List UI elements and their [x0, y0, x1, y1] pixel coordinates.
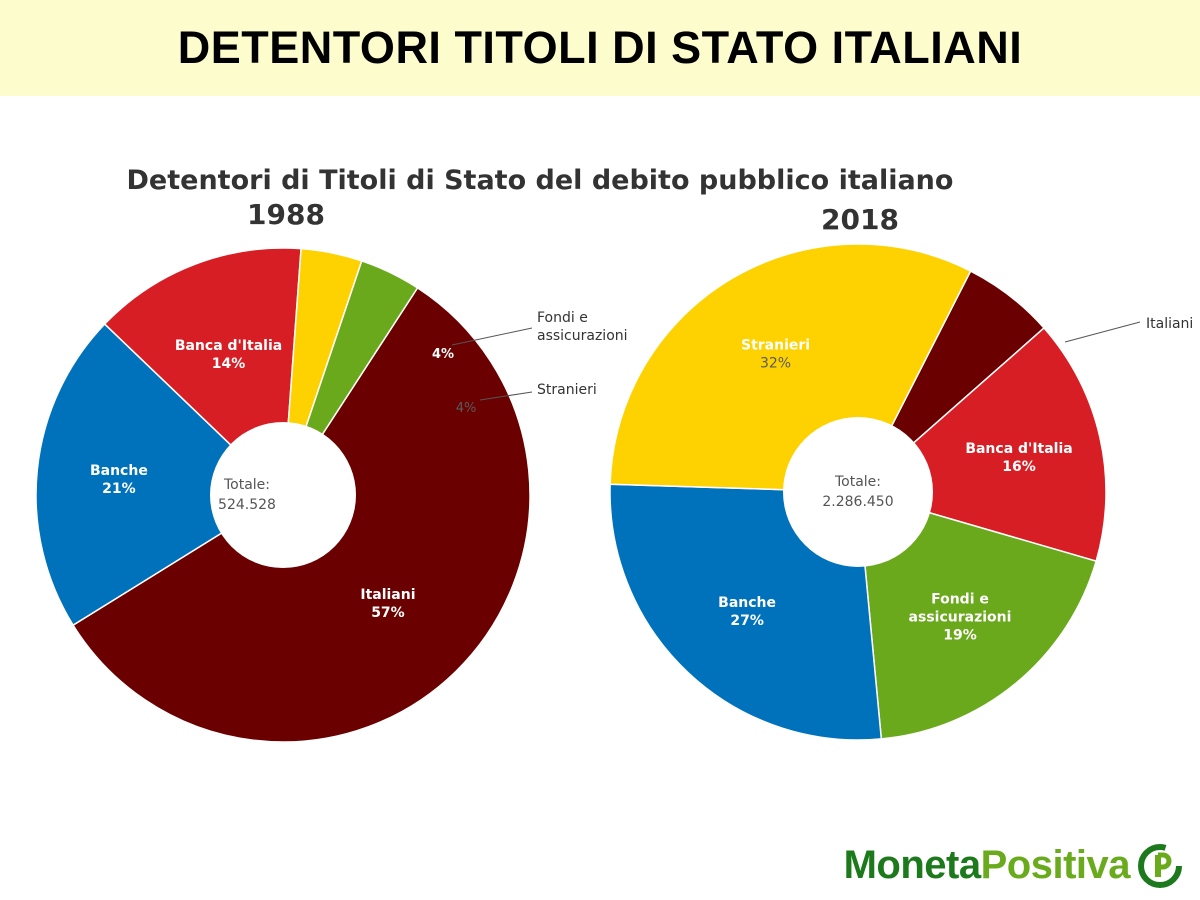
slice-label-1988-italiani: Italiani: [360, 587, 415, 603]
slice-value-1988-italiani: 57%: [371, 605, 405, 621]
header-banner: DETENTORI TITOLI DI STATO ITALIANI: [0, 0, 1200, 96]
callout-line-1988-stranieri: [479, 391, 533, 401]
center-label-2018: Totale:: [834, 474, 881, 490]
callout-label-1988-fondi-e-assicurazioni: Fondi e assicurazioni: [537, 310, 628, 344]
slice-label-2018-banca-d-italia: Banca d'Italia: [965, 441, 1072, 457]
center-value-1988: 524.528: [218, 497, 276, 513]
logo-p-icon: [1138, 843, 1182, 888]
center-label-1988: Totale:: [223, 477, 270, 493]
page-title: DETENTORI TITOLI DI STATO ITALIANI: [177, 22, 1023, 73]
chart-title: Detentori di Titoli di Stato del debito …: [126, 165, 954, 196]
slice-value-1988-banche: 21%: [102, 481, 136, 497]
slice-label-2018-banche: Banche: [718, 595, 776, 611]
slice-label-1988-banca-d-italia: Banca d'Italia: [175, 338, 282, 354]
slice-value-2018-fondi-e-assicurazioni: 19%: [943, 627, 977, 643]
logo-text-positiva: Positiva: [980, 843, 1131, 887]
slice-value-2018-stranieri: 32%: [760, 356, 791, 372]
slice-value-1988-stranieri: 4%: [456, 401, 477, 416]
slice-value-1988-fondi-e-assicurazioni: 4%: [432, 347, 454, 362]
moneta-positiva-logo: Moneta Positiva: [844, 843, 1182, 888]
slice-value-2018-banche: 27%: [730, 613, 764, 629]
chart-subtitle-2018: 2018: [821, 203, 899, 236]
pie-center-hole-2018: [783, 417, 933, 567]
logo-text-moneta: Moneta: [843, 843, 982, 887]
callout-label-1988-stranieri: Stranieri: [537, 382, 597, 398]
slice-label-2018-fondi-e-assicurazioni: Fondi e assicurazioni: [909, 591, 1012, 625]
slice-value-2018-banca-d-italia: 16%: [1002, 459, 1036, 475]
pie-slice-1988-banche: [35, 322, 285, 627]
callout-label-2018-italiani: Italiani: [1146, 316, 1193, 332]
slice-label-1988-banche: Banche: [90, 463, 148, 479]
callout-line-1988-fondi-e-assicurazioni: [451, 327, 533, 346]
slice-value-1988-banca-d-italia: 14%: [212, 356, 246, 372]
pie-center-hole-1988: [210, 422, 356, 568]
pie-slice-2018-fondi-e-assicurazioni: [857, 490, 1098, 740]
slice-label-2018-stranieri: Stranieri: [741, 338, 810, 354]
chart-subtitle-1988: 1988: [247, 198, 325, 231]
center-value-2018: 2.286.450: [822, 494, 893, 510]
callout-line-2018-italiani: [1064, 321, 1141, 343]
